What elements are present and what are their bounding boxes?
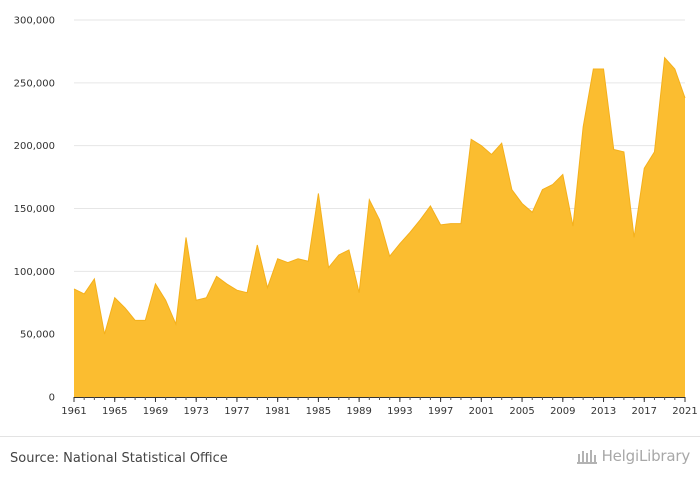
x-tick-label: 2021: [672, 406, 697, 417]
x-axis: 1961 1965 1969 1973 1977 1981 1985 1989 1993 1997…: [61, 397, 698, 417]
y-axis-ticks: 0 50,000 100,000 150,000 200,000 250,000 300,0…: [14, 16, 55, 404]
x-tick-label: 1965: [102, 406, 127, 417]
x-tick-label: 1997: [428, 406, 453, 417]
x-tick-label: 2017: [632, 406, 657, 417]
x-tick-label: 1989: [346, 406, 371, 417]
x-tick-label: 1985: [306, 406, 331, 417]
y-tick-label: 50,000: [20, 330, 55, 341]
x-tick-label: 1969: [143, 406, 168, 417]
area-series: [73, 56, 686, 397]
y-tick-label: 300,000: [14, 16, 55, 27]
y-tick-label: 100,000: [14, 267, 55, 278]
area-line: [73, 56, 686, 335]
y-tick-label: 200,000: [14, 141, 55, 152]
x-tick-label: 1993: [387, 406, 412, 417]
x-tick-label: 1973: [183, 406, 208, 417]
x-tick-label: 2005: [509, 406, 534, 417]
x-tick-label: 1977: [224, 406, 249, 417]
x-tick-label: 1961: [61, 406, 86, 417]
y-tick-label: 250,000: [14, 78, 55, 89]
area-chart: 0 50,000 100,000 150,000 200,000 250,000 300,0…: [14, 16, 698, 418]
x-tick-label: 2001: [469, 406, 494, 417]
y-tick-label: 0: [49, 393, 55, 404]
x-tick-label: 2013: [591, 406, 616, 417]
x-tick-label: 1981: [265, 406, 290, 417]
x-tick-label: 2009: [550, 406, 575, 417]
library-building-icon: [576, 450, 597, 464]
source-note: Source: National Statistical Office: [10, 451, 228, 466]
footer-divider: [0, 436, 700, 437]
y-tick-label: 150,000: [14, 204, 55, 215]
logo-text: HelgiLibrary: [601, 447, 691, 465]
area-fill: [74, 57, 685, 397]
helgi-library-logo: HelgiLibrary: [576, 447, 690, 465]
